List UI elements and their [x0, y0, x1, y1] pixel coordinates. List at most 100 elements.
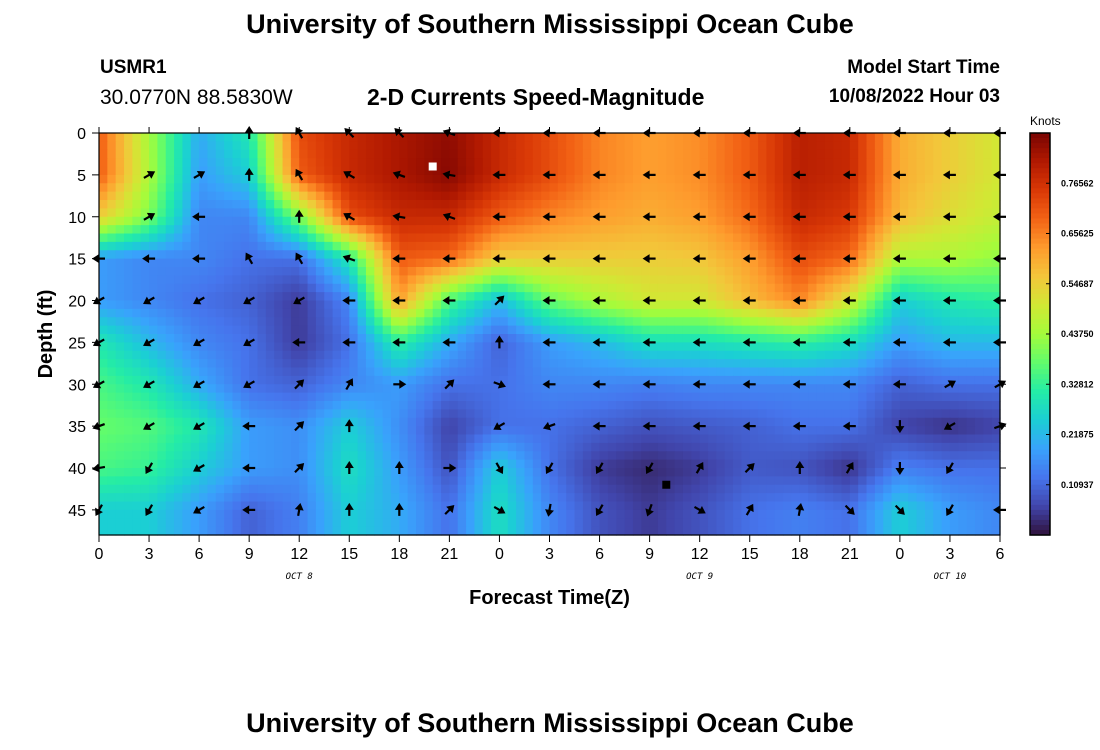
heatmap-cell [657, 459, 667, 469]
heatmap-cell [791, 334, 801, 343]
heatmap-cell [499, 493, 509, 503]
heatmap-cell [849, 174, 859, 184]
heatmap-cell [816, 468, 826, 477]
heatmap-cell [207, 375, 217, 385]
heatmap-cell [199, 384, 209, 394]
heatmap-cell [841, 426, 851, 436]
heatmap-cell [449, 141, 459, 151]
heatmap-cell [858, 392, 868, 402]
heatmap-cell [607, 200, 617, 209]
heatmap-cell [974, 409, 984, 419]
heatmap-cell [132, 317, 142, 327]
heatmap-cell [516, 426, 526, 436]
heatmap-cell [632, 434, 642, 444]
heatmap-cell [716, 401, 726, 410]
heatmap-cell [666, 459, 676, 469]
heatmap-cell [99, 292, 108, 302]
heatmap-cell [441, 250, 450, 260]
heatmap-cell [374, 367, 384, 377]
heatmap-cell [432, 401, 442, 410]
heatmap-cell [265, 317, 275, 327]
heatmap-cell [607, 158, 617, 168]
heatmap-cell [708, 375, 717, 385]
heatmap-cell [833, 442, 843, 452]
heatmap-cell [733, 334, 742, 343]
heatmap-cell [290, 417, 300, 427]
heatmap-cell [849, 241, 859, 251]
heatmap-cell [674, 258, 684, 268]
heatmap-cell [307, 350, 317, 360]
heatmap-cell [599, 258, 609, 268]
heatmap-cell [657, 158, 667, 168]
heatmap-cell [833, 501, 843, 511]
heatmap-cell [874, 225, 884, 235]
heatmap-cell [924, 200, 934, 209]
heatmap-cell [190, 384, 200, 394]
heatmap-cell [808, 501, 818, 511]
heatmap-cell [432, 275, 442, 285]
heatmap-cell [616, 200, 626, 209]
heatmap-cell [441, 367, 450, 377]
heatmap-cell [908, 233, 918, 243]
heatmap-cell [349, 241, 359, 251]
heatmap-cell [474, 216, 484, 226]
heatmap-cell [849, 292, 859, 302]
heatmap-cell [607, 300, 617, 310]
heatmap-cell [207, 225, 217, 235]
heatmap-cell [874, 426, 884, 436]
heatmap-cell [232, 183, 242, 193]
heatmap-cell [165, 174, 175, 184]
heatmap-cell [257, 133, 267, 142]
heatmap-cell [566, 300, 576, 310]
heatmap-cell [190, 292, 200, 302]
heatmap-cell [741, 258, 751, 268]
heatmap-cell [858, 468, 868, 477]
heatmap-cell [532, 409, 542, 419]
heatmap-cell [249, 442, 259, 452]
heatmap-cell [799, 342, 809, 352]
heatmap-cell [224, 434, 234, 444]
heatmap-cell [324, 283, 334, 293]
heatmap-cell [424, 501, 434, 511]
heatmap-cell [99, 342, 108, 352]
heatmap-cell [799, 225, 809, 235]
heatmap-cell [357, 409, 367, 419]
heatmap-cell [874, 384, 884, 394]
heatmap-cell [232, 200, 242, 209]
heatmap-cell [791, 417, 801, 427]
heatmap-cell [974, 501, 984, 511]
heatmap-cell [557, 200, 567, 209]
heatmap-cell [532, 200, 542, 209]
heatmap-cell [382, 300, 392, 310]
heatmap-cell [866, 208, 876, 218]
heatmap-cell [399, 225, 409, 235]
heatmap-cell [224, 426, 234, 436]
heatmap-cell [107, 174, 117, 184]
heatmap-cell [724, 216, 734, 226]
heatmap-cell [933, 417, 943, 427]
heatmap-cell [858, 250, 868, 260]
heatmap-cell [149, 434, 158, 444]
heatmap-cell [232, 451, 242, 461]
heatmap-cell [557, 258, 567, 268]
heatmap-cell [624, 158, 634, 168]
heatmap-cell [858, 350, 868, 360]
heatmap-cell [874, 325, 884, 335]
heatmap-cell [574, 275, 584, 285]
heatmap-cell [874, 166, 884, 176]
heatmap-cell [365, 392, 375, 402]
heatmap-cell [657, 434, 667, 444]
heatmap-cell [482, 166, 492, 176]
heatmap-cell [758, 325, 767, 335]
heatmap-cell [874, 191, 884, 201]
heatmap-cell [332, 417, 342, 427]
heatmap-cell [824, 225, 834, 235]
heatmap-cell [449, 342, 459, 352]
heatmap-cell [991, 350, 1001, 360]
heatmap-cell [524, 300, 534, 310]
heatmap-cell [516, 476, 526, 486]
heatmap-cell [574, 334, 584, 343]
heatmap-cell [457, 200, 467, 209]
heatmap-cell [758, 258, 767, 268]
